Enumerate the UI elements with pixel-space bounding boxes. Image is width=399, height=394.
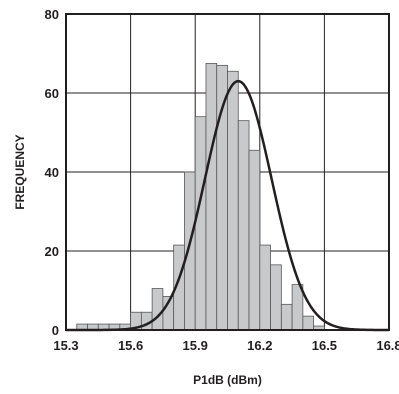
x-tick-label: 16.2 xyxy=(247,338,272,353)
histogram-bar xyxy=(205,62,218,331)
x-tick-label: 16.8 xyxy=(376,338,399,353)
y-tick-label: 20 xyxy=(45,244,59,259)
x-axis-title: P1dB (dBm) xyxy=(193,373,262,387)
histogram-bar xyxy=(184,171,196,331)
histogram-bar xyxy=(248,149,261,331)
y-tick-label: 0 xyxy=(52,323,59,338)
plot-frame xyxy=(65,13,390,331)
histogram-bar xyxy=(151,288,164,331)
y-tick-label: 40 xyxy=(45,165,59,180)
y-tick-labels: 0 20 40 60 80 xyxy=(45,7,59,338)
histogram-bars xyxy=(76,62,325,331)
y-tick-label: 80 xyxy=(45,7,59,22)
histogram-bar xyxy=(280,303,293,331)
histogram-bar xyxy=(291,284,304,331)
x-tick-label: 15.6 xyxy=(118,338,143,353)
histogram-bar xyxy=(237,120,250,331)
x-tick-label: 16.5 xyxy=(312,338,337,353)
histogram-bar xyxy=(259,244,271,331)
y-tick-label: 60 xyxy=(45,86,59,101)
y-axis-title: FREQUENCY xyxy=(13,134,27,209)
x-tick-label: 15.3 xyxy=(53,338,78,353)
histogram-bar xyxy=(302,315,315,331)
x-tick-labels: 15.3 15.6 15.9 16.2 16.5 16.8 xyxy=(53,338,399,353)
histogram-bar xyxy=(194,116,207,331)
histogram-bar xyxy=(227,70,239,331)
x-tick-label: 15.9 xyxy=(183,338,208,353)
histogram-bar xyxy=(270,264,282,331)
